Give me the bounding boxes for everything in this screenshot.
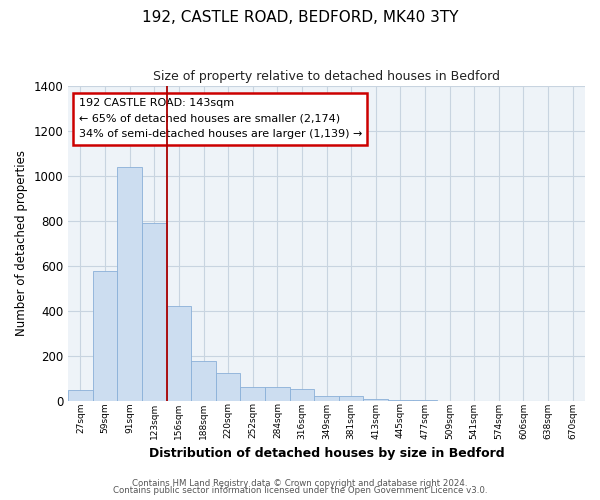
Bar: [364, 398, 388, 401]
Bar: [413, 400, 437, 401]
Title: Size of property relative to detached houses in Bedford: Size of property relative to detached ho…: [153, 70, 500, 83]
Y-axis label: Number of detached properties: Number of detached properties: [15, 150, 28, 336]
Bar: [216, 372, 241, 401]
Bar: [265, 387, 290, 401]
Bar: [314, 396, 339, 401]
Bar: [142, 223, 167, 401]
Bar: [93, 272, 118, 401]
Bar: [191, 362, 216, 401]
Text: 192 CASTLE ROAD: 143sqm
← 65% of detached houses are smaller (2,174)
34% of semi: 192 CASTLE ROAD: 143sqm ← 65% of detache…: [79, 98, 362, 140]
Bar: [167, 306, 191, 401]
Bar: [241, 387, 265, 401]
Text: Contains HM Land Registry data © Crown copyright and database right 2024.: Contains HM Land Registry data © Crown c…: [132, 478, 468, 488]
Text: Contains public sector information licensed under the Open Government Licence v3: Contains public sector information licen…: [113, 486, 487, 495]
Text: 192, CASTLE ROAD, BEDFORD, MK40 3TY: 192, CASTLE ROAD, BEDFORD, MK40 3TY: [142, 10, 458, 25]
Bar: [290, 388, 314, 401]
X-axis label: Distribution of detached houses by size in Bedford: Distribution of detached houses by size …: [149, 447, 505, 460]
Bar: [118, 166, 142, 401]
Bar: [388, 400, 413, 401]
Bar: [68, 390, 93, 401]
Bar: [339, 396, 364, 401]
